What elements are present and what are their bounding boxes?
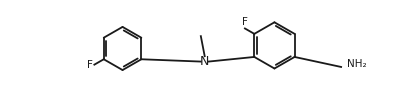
Text: NH₂: NH₂ <box>346 59 366 69</box>
Text: F: F <box>87 60 92 70</box>
Text: F: F <box>241 17 247 27</box>
Text: N: N <box>200 55 209 68</box>
